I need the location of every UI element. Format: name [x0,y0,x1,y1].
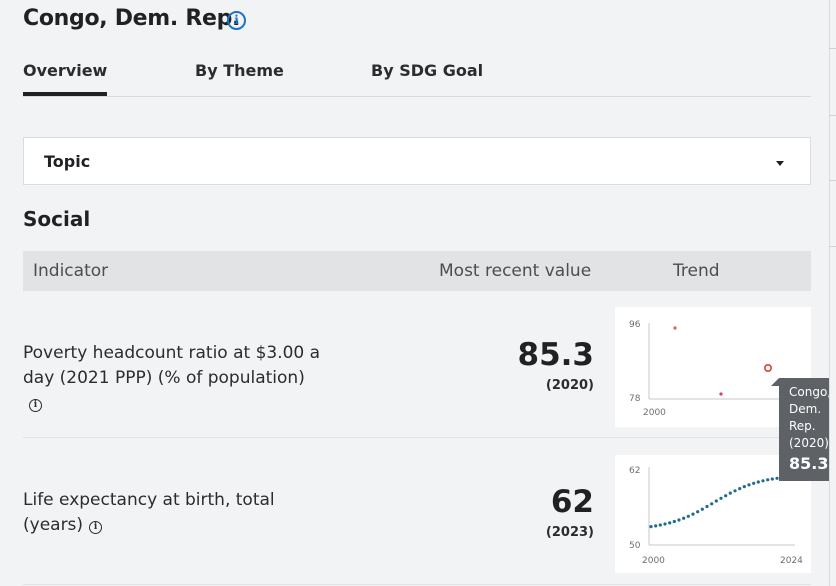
tab-by-sdg-goal[interactable]: By SDG Goal [371,61,484,80]
data-point [724,494,728,498]
data-point [747,483,751,487]
data-point [770,477,774,481]
info-icon[interactable]: i [89,521,103,534]
side-panel-edge [829,0,836,586]
page-title: Congo, Dem. Rep. [23,6,241,31]
data-point [710,502,714,506]
recent-value: 62 [550,484,594,520]
data-point [691,512,695,516]
data-point [696,510,700,514]
data-point [682,516,686,520]
table-row-indicator[interactable]: Life expectancy at birth, total (years) i [23,488,323,538]
tab-overview[interactable]: Overview [23,61,108,96]
y-min-label: 78 [629,394,641,404]
x-start-label: 2000 [643,408,666,418]
data-point [738,487,742,491]
panel-divider [829,246,836,247]
table-header: Indicator Most recent value Trend [23,251,811,291]
data-point [705,504,709,509]
header-indicator: Indicator [33,261,109,281]
data-point [752,481,756,485]
data-point [761,479,765,483]
indicator-label: Life expectancy at birth, total (years) [23,490,275,535]
data-point [714,499,718,503]
chart-tooltip: Congo, Dem. Rep. (2020) 85.3 [771,378,834,481]
tab-by-theme[interactable]: By Theme [195,61,284,80]
topic-dropdown[interactable]: Topic [23,137,811,185]
data-point [649,525,653,529]
panel-divider [829,48,836,49]
data-point [677,518,681,522]
y-min-label: 50 [629,541,641,551]
topic-label: Topic [44,152,91,171]
data-point [756,480,760,484]
data-point-highlight [764,363,773,372]
tooltip-value: 85.3 [789,454,829,473]
info-icon[interactable]: i [227,11,246,30]
chevron-down-icon [776,161,784,166]
x-end-label: 2024 [780,556,803,566]
row-divider [23,437,811,438]
section-title: Social [23,207,91,231]
trend-sparkline-poverty[interactable]: 96 78 2000 [615,307,811,427]
data-point [719,496,723,500]
data-point [733,489,737,493]
header-trend: Trend [673,261,720,281]
data-point [686,514,690,518]
data-point [742,485,746,489]
data-point [728,491,732,495]
data-point [654,524,658,528]
info-icon[interactable]: i [29,399,42,412]
recent-year: (2023) [545,525,594,540]
tooltip-country: Congo, Dem. Rep. (2020) [789,385,832,450]
data-point [668,521,672,525]
panel-divider [829,115,836,116]
header-recent-value: Most recent value [439,261,592,281]
data-point [673,326,677,330]
data-point [672,519,676,524]
panel-divider [829,180,836,181]
data-point [658,523,662,527]
data-point [719,392,723,396]
recent-value: 85.3 [517,337,595,373]
data-point [775,476,779,480]
y-max-label: 96 [629,320,641,330]
x-start-label: 2000 [642,556,665,566]
data-point [700,507,704,511]
y-max-label: 62 [629,466,640,476]
row-divider [23,584,811,585]
table-row-indicator[interactable]: Poverty headcount ratio at $3.00 a day (… [23,341,323,416]
recent-year: (2020) [545,378,594,393]
trend-sparkline-life[interactable]: 62 50 2000 2024 [615,455,811,573]
indicator-label: Poverty headcount ratio at $3.00 a day (… [23,343,321,388]
tab-bar: Overview By Theme By SDG Goal [23,56,811,97]
data-point [663,522,667,526]
data-point [766,478,770,482]
